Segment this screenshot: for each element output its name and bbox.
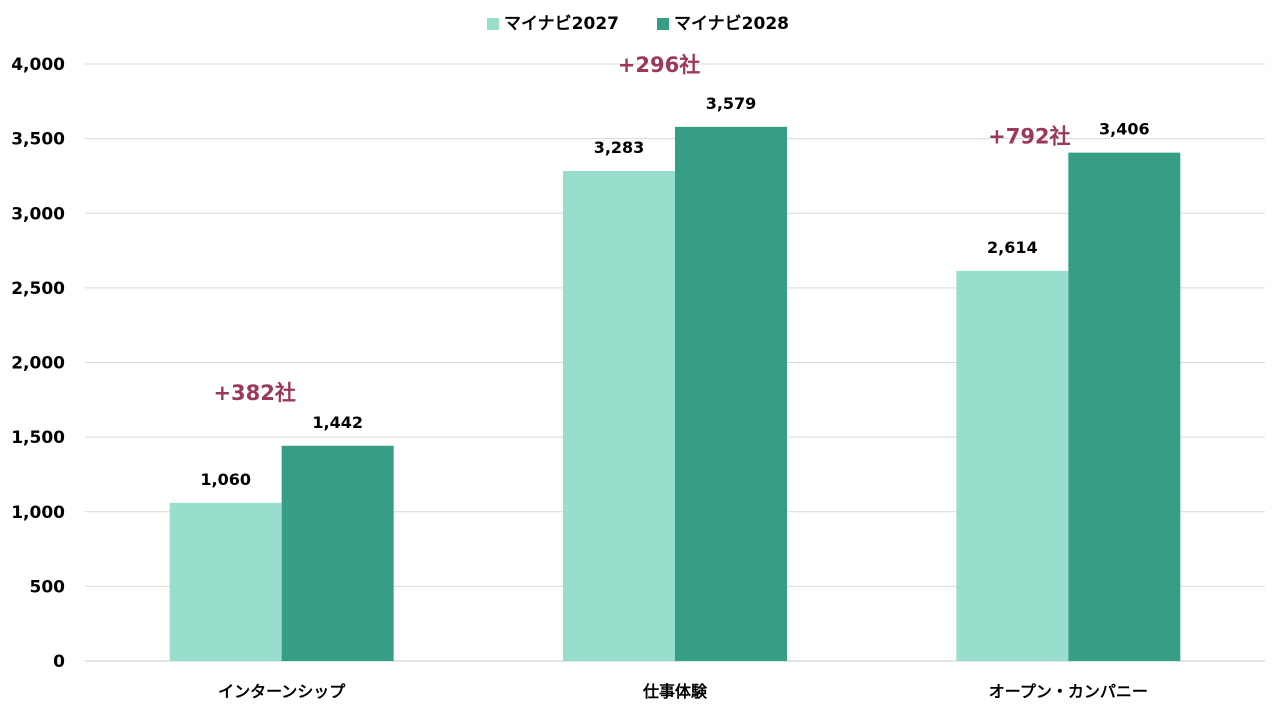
legend-swatch <box>657 18 669 30</box>
legend: マイナビ2027 マイナビ2028 <box>487 14 789 34</box>
legend-swatch <box>487 18 499 30</box>
data-label: 1,442 <box>312 413 363 432</box>
bar-2027 <box>169 502 282 661</box>
difference-annotation: +296社 <box>618 53 700 77</box>
bar-2028 <box>675 126 787 662</box>
y-tick-label: 2,000 <box>11 354 65 374</box>
x-tick-label: オープン・カンパニー <box>989 682 1148 701</box>
y-tick-label: 1,500 <box>11 428 65 448</box>
x-tick-label: インターンシップ <box>218 682 346 701</box>
bar-2028 <box>1068 152 1181 662</box>
x-axis: インターンシップ 仕事体験 オープン・カンパニー <box>218 682 1148 701</box>
bar-2027 <box>956 270 1069 661</box>
y-tick-label: 500 <box>30 577 66 597</box>
y-tick-label: 0 <box>53 652 65 672</box>
y-tick-label: 4,000 <box>11 55 65 75</box>
y-tick-label: 3,000 <box>11 204 65 224</box>
y-tick-label: 2,500 <box>11 279 65 299</box>
y-tick-label: 1,000 <box>11 503 65 523</box>
data-label: 3,579 <box>706 94 757 113</box>
x-tick-label: 仕事体験 <box>642 682 708 701</box>
y-axis: 0 500 1,000 1,500 2,000 2,500 3,000 3,500 4,000 <box>11 55 65 672</box>
data-labels: 1,060 1,442 3,283 3,579 2,614 3,406 <box>200 94 1149 489</box>
annotations: +382社 +296社 +792社 <box>213 53 1070 405</box>
data-label: 3,406 <box>1099 120 1150 139</box>
legend-label: マイナビ2028 <box>674 14 789 34</box>
legend-label: マイナビ2027 <box>504 14 619 34</box>
data-label: 3,283 <box>594 138 645 157</box>
difference-annotation: +792社 <box>988 125 1070 149</box>
bar-2028 <box>281 445 394 661</box>
bar-2027 <box>563 171 675 661</box>
difference-annotation: +382社 <box>213 381 295 405</box>
y-tick-label: 3,500 <box>11 130 65 150</box>
data-label: 2,614 <box>987 238 1038 257</box>
bars <box>169 126 1181 662</box>
data-label: 1,060 <box>200 470 251 489</box>
